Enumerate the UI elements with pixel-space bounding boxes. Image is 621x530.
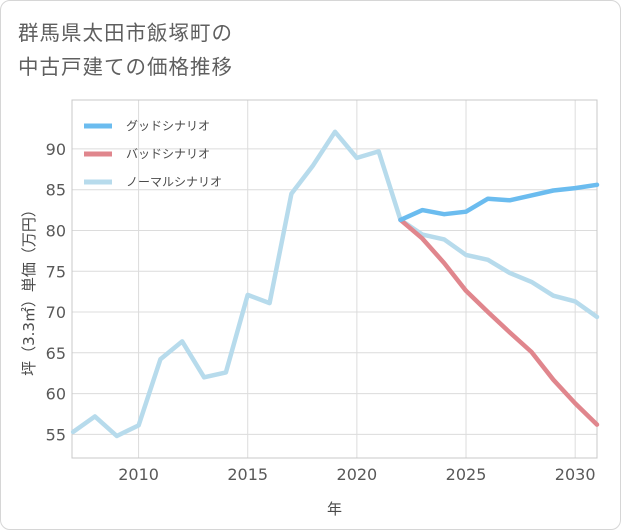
legend-label-1: バッドシナリオ [126,147,210,161]
x-axis-label: 年 [327,500,342,518]
y-tick-65: 65 [46,344,66,363]
series-lines [70,129,600,439]
y-tick-85: 85 [46,181,66,200]
series-line-1 [398,217,600,427]
chart-title: 群馬県太田市飯塚町の 中古戸建ての価格推移 [18,16,233,84]
series-line-0 [398,182,600,223]
legend-label-0: グッドシナリオ [126,119,210,133]
series-line-2 [70,129,600,439]
chart-title-line-1: 群馬県太田市飯塚町の [18,21,233,45]
y-tick-70: 70 [46,303,66,322]
x-tick-2020: 2020 [337,465,378,484]
chart-title-line-2: 中古戸建ての価格推移 [18,55,233,79]
y-tick-labels: 55 60 65 70 75 80 85 90 [46,140,66,444]
plot-area-border [71,99,598,459]
y-tick-75: 75 [46,262,66,281]
y-tick-80: 80 [46,221,66,240]
y-tick-60: 60 [46,385,66,404]
x-tick-2030: 2030 [555,465,596,484]
y-tick-90: 90 [46,140,66,159]
x-tick-labels: 2010 2015 2020 2025 2030 [118,465,595,484]
y-tick-55: 55 [46,425,66,444]
x-tick-2025: 2025 [446,465,487,484]
x-tick-2010: 2010 [118,465,159,484]
legend-label-2: ノーマルシナリオ [126,175,222,189]
x-tick-2015: 2015 [227,465,268,484]
y-axis-label: 坪（3.3㎡）単価（万円） [20,202,38,376]
